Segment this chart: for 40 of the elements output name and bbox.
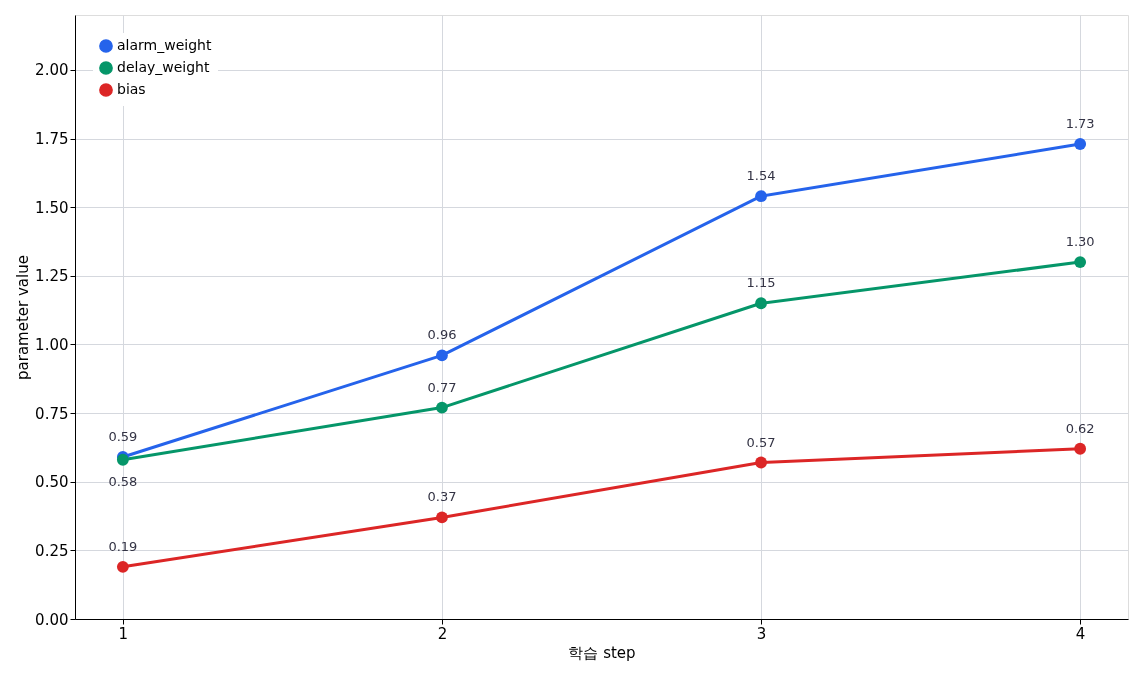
data-label: 1.54 xyxy=(746,168,776,184)
data-label: 0.37 xyxy=(427,489,457,505)
data-label: 0.96 xyxy=(427,327,457,343)
data-label: 0.77 xyxy=(427,379,457,395)
x-tick-label: 3 xyxy=(756,624,767,643)
data-label: 1.30 xyxy=(1065,234,1095,250)
data-label: 1.73 xyxy=(1065,116,1095,132)
point xyxy=(755,190,767,203)
y-tick-label: 0.75 xyxy=(35,404,69,423)
point xyxy=(436,401,448,414)
point xyxy=(436,511,448,524)
y-tick-label: 0.50 xyxy=(35,473,69,492)
point xyxy=(436,349,448,362)
y-axis-title: parameter value xyxy=(14,255,33,380)
y-tick-label: 2.00 xyxy=(35,61,69,80)
y-tick-label: 0.00 xyxy=(35,610,69,629)
y-tick-label: 0.25 xyxy=(35,541,69,560)
y-tick-label: 1.25 xyxy=(35,267,69,286)
y-tick-label: 1.50 xyxy=(35,198,69,217)
data-label: 0.19 xyxy=(108,538,138,554)
point xyxy=(755,297,767,310)
data-label: 1.15 xyxy=(746,275,776,291)
legend-label: bias xyxy=(117,81,146,97)
y-tick-label: 1.00 xyxy=(35,335,69,354)
x-axis-title: 학습 step xyxy=(568,643,636,662)
data-label: 0.59 xyxy=(108,429,138,445)
point xyxy=(1074,256,1087,268)
y-tick-label: 1.75 xyxy=(35,130,69,149)
point xyxy=(755,456,767,469)
point xyxy=(1074,442,1087,455)
legend-label: alarm_weight xyxy=(117,37,212,53)
point xyxy=(1074,138,1087,150)
data-label: 0.57 xyxy=(746,434,776,450)
x-tick-label: 2 xyxy=(437,624,448,643)
x-tick-label: 4 xyxy=(1075,624,1086,643)
legend-label: delay_weight xyxy=(117,59,210,75)
x-tick-label: 1 xyxy=(118,624,129,643)
data-label: 0.62 xyxy=(1065,420,1095,436)
data-label: 0.58 xyxy=(108,473,138,489)
point xyxy=(116,560,129,573)
